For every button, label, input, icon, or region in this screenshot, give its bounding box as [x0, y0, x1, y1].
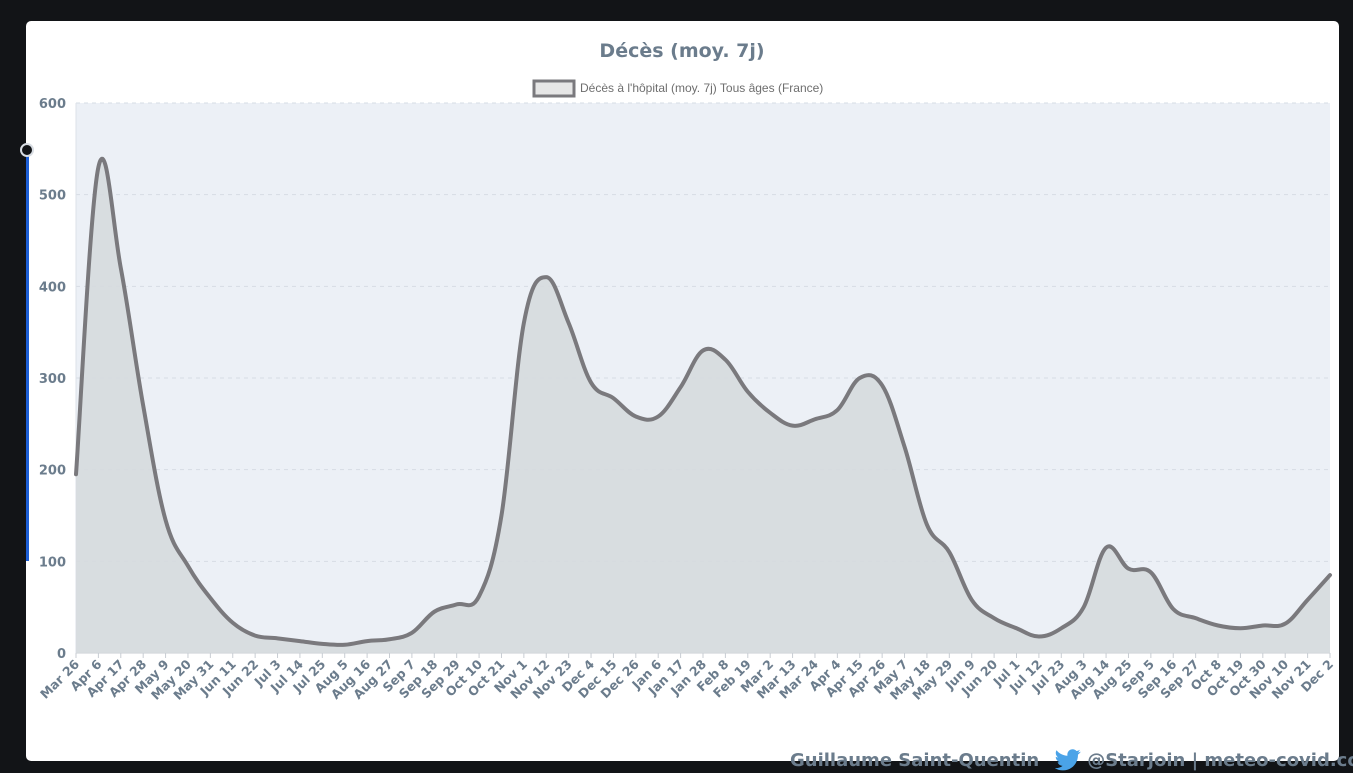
- footer-author: Guillaume Saint-Quentin: [790, 749, 1040, 771]
- data-point[interactable]: [566, 321, 571, 326]
- data-point[interactable]: [454, 602, 459, 607]
- data-point[interactable]: [611, 396, 616, 401]
- data-point[interactable]: [342, 642, 347, 647]
- data-point[interactable]: [857, 376, 862, 381]
- data-point[interactable]: [768, 410, 773, 415]
- footer-handle: @Starjoin | meteo-covid.com: [1087, 749, 1353, 771]
- series-area: [76, 158, 1330, 654]
- data-point[interactable]: [1283, 621, 1288, 626]
- data-point[interactable]: [969, 597, 974, 602]
- data-point[interactable]: [544, 275, 549, 280]
- data-point[interactable]: [1193, 616, 1198, 621]
- legend[interactable]: Décès à l'hôpital (moy. 7j) Tous âges (F…: [532, 79, 823, 98]
- chart-title: Décès (moy. 7j): [599, 40, 764, 62]
- legend-label: Décès à l'hôpital (moy. 7j) Tous âges (F…: [580, 81, 823, 95]
- data-point[interactable]: [320, 641, 325, 646]
- data-point[interactable]: [947, 550, 952, 555]
- data-point[interactable]: [723, 357, 728, 362]
- data-point[interactable]: [812, 417, 817, 422]
- data-point[interactable]: [96, 165, 101, 170]
- data-point[interactable]: [1148, 570, 1153, 575]
- y-tick-label: 100: [39, 555, 66, 570]
- data-point[interactable]: [745, 389, 750, 394]
- scroll-strip: [26, 151, 29, 561]
- y-tick-label: 300: [39, 372, 66, 387]
- twitter-icon[interactable]: [1055, 749, 1081, 771]
- drag-handle[interactable]: [20, 143, 34, 157]
- y-tick-label: 400: [39, 280, 66, 295]
- data-point[interactable]: [141, 403, 146, 408]
- data-point[interactable]: [387, 637, 392, 642]
- data-point[interactable]: [409, 630, 414, 635]
- data-point[interactable]: [678, 385, 683, 390]
- data-point[interactable]: [1305, 597, 1310, 602]
- data-point[interactable]: [432, 609, 437, 614]
- data-point[interactable]: [880, 383, 885, 388]
- data-point[interactable]: [365, 639, 370, 644]
- data-point[interactable]: [1104, 545, 1109, 550]
- y-tick-label: 600: [39, 97, 66, 112]
- data-point[interactable]: [163, 518, 168, 523]
- data-point[interactable]: [297, 639, 302, 644]
- y-tick-label: 500: [39, 189, 66, 204]
- chart-canvas: Décès (moy. 7j) Décès à l'hôpital (moy. …: [37, 40, 1336, 703]
- data-point[interactable]: [701, 348, 706, 353]
- data-point[interactable]: [275, 636, 280, 641]
- data-point[interactable]: [477, 594, 482, 599]
- data-point[interactable]: [1171, 607, 1176, 612]
- data-point[interactable]: [656, 414, 661, 419]
- data-point[interactable]: [1328, 573, 1333, 578]
- series-line: [74, 156, 1332, 647]
- y-tick-label: 0: [57, 647, 66, 662]
- data-point[interactable]: [185, 563, 190, 568]
- chart-card: Décès (moy. 7j) Décès à l'hôpital (moy. …: [20, 21, 1353, 771]
- data-point[interactable]: [208, 596, 213, 601]
- data-point[interactable]: [1059, 626, 1064, 631]
- data-point[interactable]: [1036, 634, 1041, 639]
- data-point[interactable]: [992, 616, 997, 621]
- y-axis-ticks: 0 100 200 300 400 500 600: [39, 97, 66, 662]
- data-point[interactable]: [499, 513, 504, 518]
- legend-swatch: [532, 79, 576, 98]
- data-point[interactable]: [74, 472, 79, 477]
- data-point[interactable]: [835, 408, 840, 413]
- data-point[interactable]: [790, 423, 795, 428]
- data-point[interactable]: [633, 414, 638, 419]
- data-point[interactable]: [589, 380, 594, 385]
- data-point[interactable]: [1260, 623, 1265, 628]
- data-point[interactable]: [1126, 566, 1131, 571]
- data-point[interactable]: [230, 620, 235, 625]
- data-point[interactable]: [118, 266, 123, 271]
- data-point[interactable]: [1014, 626, 1019, 631]
- footer-credit: Guillaume Saint-Quentin @Starjoin | mete…: [790, 747, 1353, 773]
- y-tick-label: 200: [39, 464, 66, 479]
- data-point[interactable]: [1238, 626, 1243, 631]
- data-point[interactable]: [521, 321, 526, 326]
- data-point[interactable]: [1081, 605, 1086, 610]
- data-point[interactable]: [902, 444, 907, 449]
- data-point[interactable]: [253, 633, 258, 638]
- data-point[interactable]: [1216, 623, 1221, 628]
- data-point[interactable]: [924, 522, 929, 527]
